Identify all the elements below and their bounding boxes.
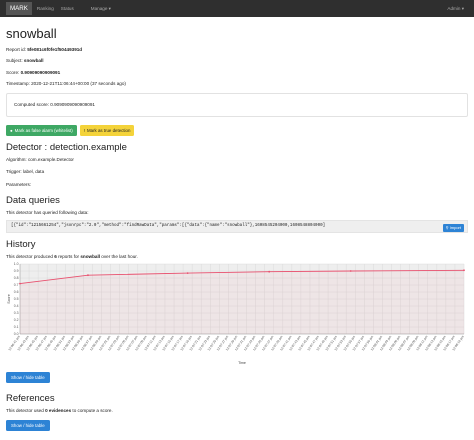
x-axis-label: Time: [238, 361, 246, 365]
history-intro: This detector produced 6 reports for sno…: [6, 254, 468, 260]
report-id-line: Report id: 5fe081c6f0fe1f50449391d: [6, 47, 468, 53]
references-intro: This detector used 0 evidences to comput…: [6, 408, 468, 414]
exclamation-icon: !: [83, 127, 85, 133]
y-tick-label: 0.1: [14, 325, 19, 329]
computed-score-text: Computed score: 0.9090909090909091: [14, 101, 95, 107]
score-label: Score:: [6, 69, 20, 75]
data-queries-intro: This detector has queried following data…: [6, 209, 89, 215]
references-intro-suffix: to compute a score.: [72, 407, 113, 413]
nav-link-status[interactable]: Status: [60, 5, 74, 11]
detector-algorithm: Algorithm: com.example.Detector: [6, 156, 74, 162]
timestamp-value: 2020-12-21T11:06:44+00:00 (37 seconds ag…: [31, 80, 126, 86]
search-icon: ⚲: [445, 225, 449, 231]
computed-score-card: Computed score: 0.9090909090909091: [6, 92, 468, 117]
nav-link-ranking[interactable]: Ranking: [36, 5, 54, 11]
y-tick-label: 0.2: [14, 318, 19, 322]
data-queries-heading: Data queries: [6, 194, 60, 206]
nav-dropdown-manage[interactable]: Manage ▾: [91, 6, 111, 12]
subject-value: snowball: [23, 58, 44, 64]
mark-false-alarm-label: Mark as false alarm (whitelist): [14, 127, 73, 133]
detector-heading: Detector : detection.example: [6, 141, 127, 153]
import-button[interactable]: ⚲ Import: [442, 223, 464, 232]
top-navbar: MARK Ranking Status Manage ▾ Admin ▾: [0, 0, 474, 17]
chevron-down-icon: ▾: [108, 5, 111, 11]
timestamp-line: Timestamp: 2020-12-21T11:06:44+00:00 (37…: [6, 81, 468, 87]
series-line: [19, 269, 465, 285]
y-tick-label: 0.8: [14, 276, 19, 280]
brand-logo[interactable]: MARK: [6, 1, 32, 16]
y-tick-label: 0.6: [14, 290, 19, 294]
history-heading: History: [6, 239, 36, 251]
mark-true-detection-button[interactable]: ! Mark as true detection: [79, 124, 135, 136]
query-code-text: [{"id":"1215661254","jsonrpc":"2.0","met…: [11, 224, 326, 229]
report-id-label: Report id:: [6, 47, 26, 53]
page-title: snowball: [6, 26, 57, 41]
nav-admin-label: Admin: [447, 5, 461, 11]
data-point: [19, 282, 21, 285]
query-code-box: [{"id":"1215661254","jsonrpc":"2.0","met…: [6, 220, 468, 234]
timestamp-label: Timestamp:: [6, 80, 30, 86]
nav-manage-label: Manage: [90, 5, 108, 11]
report-id-value: 5fe081c6f0fe1f50449391d: [27, 47, 83, 53]
history-intro-prefix: This detector produced: [6, 254, 53, 260]
data-point: [349, 270, 352, 272]
show-hide-table-button-references[interactable]: Show / hide table: [6, 419, 50, 431]
y-tick-label: 0.3: [14, 311, 19, 315]
data-point: [186, 272, 189, 274]
nav-dropdown-admin[interactable]: Admin ▾: [447, 6, 464, 12]
subject-line: Subject: snowball: [6, 58, 468, 64]
y-axis-label: Score: [7, 294, 11, 303]
subject-label: Subject:: [6, 58, 23, 64]
detector-trigger: Trigger: label, data: [6, 169, 45, 175]
score-value: 0.90909090909091: [20, 69, 61, 75]
data-point: [87, 274, 89, 277]
history-report-count: 6: [54, 254, 57, 260]
history-chart-svg: 0.00.10.20.30.40.50.60.70.80.91.012:06:4…: [7, 262, 465, 365]
main-content: snowball Report id: 5fe081c6f0fe1f504493…: [0, 26, 474, 431]
detector-parameters: Parameters:: [6, 182, 32, 188]
mark-false-alarm-button[interactable]: ● Mark as false alarm (whitelist): [6, 124, 77, 136]
history-chart: 0.0 0.1 0.2 0.3 0.4 0.5 0.6 0.7 0.8 0.9 1.0 12:06:4…: [6, 262, 468, 366]
y-tick-label: 1.0: [14, 262, 19, 266]
import-label: Import: [449, 225, 461, 231]
check-circle-icon: ●: [10, 127, 13, 133]
history-intro-suffix: over the last hour.: [101, 254, 138, 260]
references-evidence-count: 0 evidences: [45, 407, 72, 413]
y-tick-label: 0.5: [14, 297, 19, 301]
history-subject: snowball: [80, 254, 100, 260]
y-tick-label: 0.4: [14, 304, 19, 308]
series-area-fill: [20, 270, 464, 334]
score-line: Score: 0.90909090909091: [6, 70, 468, 76]
show-hide-table-button-history[interactable]: Show / hide table: [6, 371, 50, 383]
chevron-down-icon: ▾: [461, 5, 464, 11]
y-tick-label: 0.7: [14, 283, 19, 287]
action-buttons: ● Mark as false alarm (whitelist) ! Mark…: [6, 124, 468, 136]
data-point: [463, 269, 465, 272]
references-intro-prefix: This detector used: [6, 407, 44, 413]
data-point: [268, 270, 271, 273]
mark-true-detection-label: Mark as true detection: [86, 127, 131, 133]
references-heading: References: [6, 392, 55, 404]
history-intro-middle: reports for: [58, 254, 80, 260]
y-tick-label: 0.9: [14, 269, 19, 273]
y-tick-label: 0.0: [14, 332, 19, 336]
